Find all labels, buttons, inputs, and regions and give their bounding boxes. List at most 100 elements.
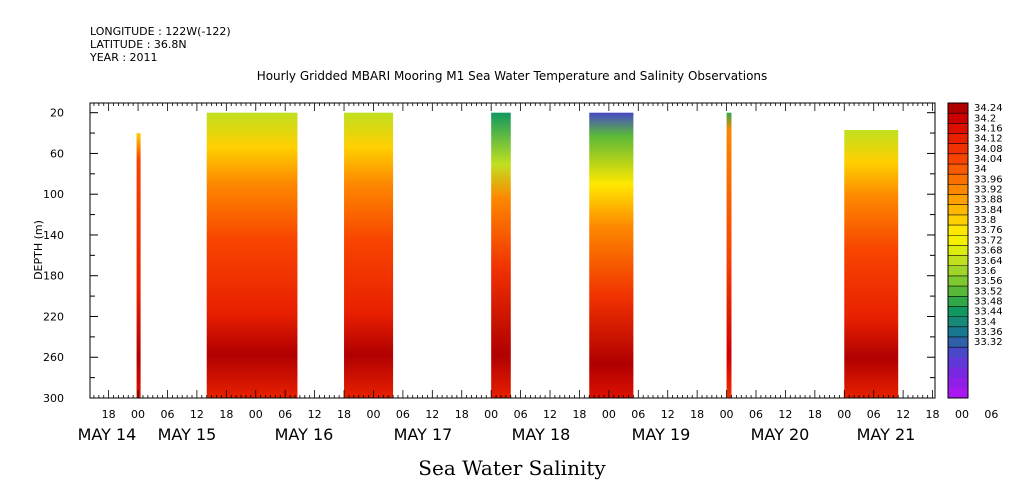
y-tick-label: 100 — [43, 188, 64, 201]
x-tick-label: 18 — [926, 408, 940, 421]
x-tick-label: 18 — [219, 408, 233, 421]
y-tick-label: 20 — [50, 107, 64, 120]
y-axis: 20 60 100 140 180 220 260 300 — [43, 107, 935, 405]
x-tick-label: 12 — [190, 408, 204, 421]
colorbar-swatch — [948, 164, 968, 175]
colorbar-swatch — [948, 133, 968, 145]
x-tick-label: 18 — [808, 408, 822, 421]
colorbar-swatch — [948, 214, 968, 226]
colorbar-label: 33.76 — [974, 225, 1003, 236]
colorbar-swatch — [948, 204, 968, 216]
colorbar-label: 34.08 — [974, 144, 1003, 155]
colorbar-label: 33.84 — [974, 205, 1003, 216]
data-column — [344, 112, 394, 398]
x-tick-label: 12 — [543, 408, 557, 421]
data-column — [589, 112, 634, 398]
y-tick-label: 220 — [43, 310, 64, 323]
x-tick-label: 18 — [337, 408, 351, 421]
x-tick-label: 00 — [131, 408, 145, 421]
colorbar-swatch — [948, 286, 968, 297]
x-tick-label: 00 — [366, 408, 380, 421]
x-tick-label: 06 — [396, 408, 410, 421]
x-tick-label: 06 — [631, 408, 645, 421]
colorbar-swatch — [948, 143, 968, 155]
x-tick-label: 18 — [690, 408, 704, 421]
colorbar-label: 34.12 — [974, 134, 1003, 145]
colorbar-swatch — [948, 245, 968, 257]
x-tick-label: 00 — [602, 408, 616, 421]
colorbar-swatch — [948, 296, 968, 307]
data-column — [491, 112, 511, 398]
colorbar-label: 33.96 — [974, 174, 1003, 185]
colorbar-swatch — [948, 194, 968, 206]
colorbar-label: 34.04 — [974, 154, 1003, 165]
x-tick-label: 00 — [955, 408, 969, 421]
colorbar-border — [947, 102, 969, 399]
colorbar-label: 33.52 — [974, 286, 1003, 297]
colorbar-swatch — [948, 123, 968, 135]
colorbar-swatch — [948, 103, 968, 114]
y-tick-label: 180 — [43, 270, 64, 283]
colorbar-swatch — [948, 326, 968, 338]
plot-border — [89, 102, 936, 399]
plot-frame — [89, 102, 936, 399]
x-day-label: MAY 18 — [512, 425, 571, 444]
x-day-label: MAY 21 — [857, 425, 916, 444]
data-column — [844, 130, 899, 398]
x-tick-label: 12 — [896, 408, 910, 421]
colorbar-swatch — [948, 153, 968, 165]
colorbar-swatch — [948, 265, 968, 277]
colorbar-swatch — [948, 387, 968, 399]
colorbar-label: 33.6 — [974, 266, 996, 277]
x-tick-label: 06 — [278, 408, 292, 421]
colorbar-swatch — [948, 113, 968, 124]
colorbar-label: 33.8 — [974, 215, 996, 226]
colorbar-swatch — [948, 347, 968, 358]
y-tick-label: 60 — [50, 147, 64, 160]
colorbar-label: 33.68 — [974, 246, 1003, 257]
x-day-label: MAY 16 — [275, 425, 334, 444]
data-column — [206, 112, 298, 398]
colorbar-label: 34.24 — [974, 103, 1003, 114]
colorbar-label: 33.72 — [974, 235, 1003, 246]
x-tick-label: 00 — [249, 408, 263, 421]
colorbar-label: 33.48 — [974, 296, 1003, 307]
colorbar-label: 34 — [974, 164, 987, 175]
colorbar-label: 33.92 — [974, 185, 1003, 196]
colorbar-label: 33.32 — [974, 337, 1003, 348]
y-axis-label: DEPTH (m) — [32, 220, 45, 280]
year-label: YEAR : 2011 — [90, 51, 158, 64]
x-day-label: MAY 14 — [78, 425, 137, 444]
data-column — [726, 112, 732, 398]
x-tick-label: 06 — [514, 408, 528, 421]
y-tick-label: 260 — [43, 351, 64, 364]
colorbar-swatch — [948, 316, 968, 328]
x-day-label: MAY 20 — [751, 425, 810, 444]
x-day-label: MAY 19 — [632, 425, 691, 444]
x-tick-label: 18 — [102, 408, 116, 421]
colorbar-swatch — [948, 225, 968, 236]
colorbar-swatch — [948, 367, 968, 379]
x-tick-label: 06 — [160, 408, 174, 421]
colorbar-label: 34.16 — [974, 124, 1003, 135]
colorbar-label: 33.56 — [974, 276, 1003, 287]
colorbar-label: 33.88 — [974, 195, 1003, 206]
x-tick-label: 00 — [837, 408, 851, 421]
colorbar-swatch — [948, 336, 968, 348]
data-column — [136, 133, 141, 398]
x-tick-label: 18 — [572, 408, 586, 421]
y-tick-label: 300 — [43, 392, 64, 405]
x-tick-label: 00 — [484, 408, 498, 421]
colorbar-label: 34.2 — [974, 113, 996, 124]
x-day-label: MAY 15 — [158, 425, 217, 444]
x-day-label: MAY 17 — [394, 425, 453, 444]
chart-title: Hourly Gridded MBARI Mooring M1 Sea Wate… — [257, 69, 768, 83]
x-tick-label: 12 — [308, 408, 322, 421]
colorbar-swatch — [948, 275, 968, 287]
colorbar-swatch — [948, 174, 968, 185]
colorbar-label: 33.4 — [974, 317, 996, 328]
x-tick-label: 12 — [425, 408, 439, 421]
colorbar-swatch — [948, 255, 968, 267]
colorbar-swatch — [948, 184, 968, 196]
